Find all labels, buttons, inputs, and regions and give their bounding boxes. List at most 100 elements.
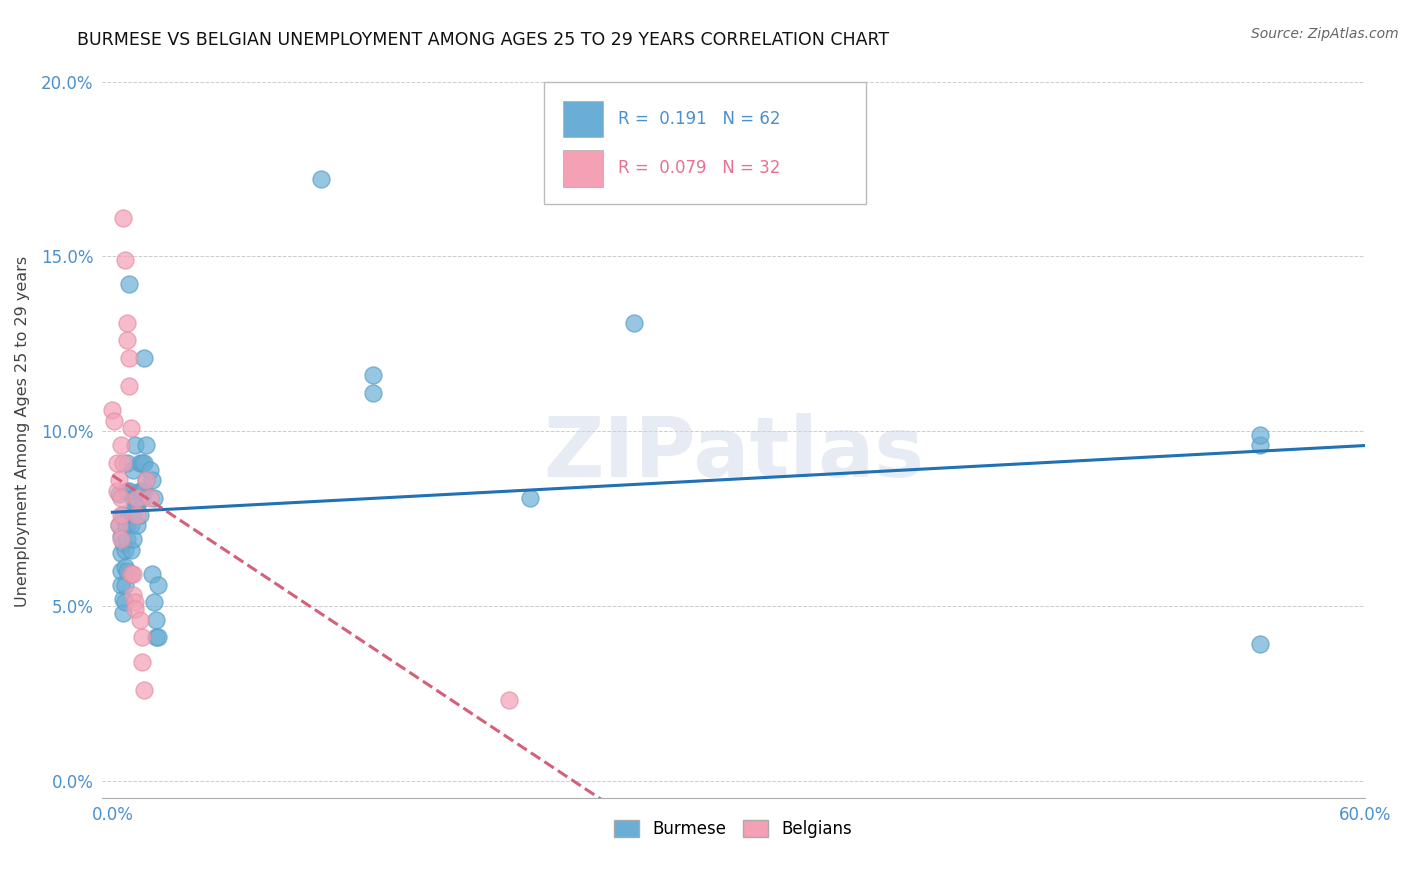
Point <box>114 252 136 267</box>
Point <box>145 631 167 645</box>
Point <box>110 533 132 547</box>
Text: BURMESE VS BELGIAN UNEMPLOYMENT AMONG AGES 25 TO 29 YEARS CORRELATION CHART: BURMESE VS BELGIAN UNEMPLOYMENT AMONG AG… <box>77 31 890 49</box>
Bar <box>562 150 603 186</box>
Point <box>110 546 132 560</box>
Point <box>114 515 136 529</box>
FancyBboxPatch shape <box>544 82 866 203</box>
Point <box>128 508 150 522</box>
Point <box>131 655 153 669</box>
Point <box>110 491 132 505</box>
Point <box>122 491 145 505</box>
Y-axis label: Unemployment Among Ages 25 to 29 years: Unemployment Among Ages 25 to 29 years <box>15 255 30 607</box>
Point <box>111 536 134 550</box>
Point <box>114 543 136 558</box>
Point <box>309 172 332 186</box>
Point <box>115 456 138 470</box>
Point <box>120 518 142 533</box>
Point <box>111 591 134 606</box>
Point <box>131 483 153 498</box>
Point <box>120 420 142 434</box>
Point <box>110 438 132 452</box>
Point <box>143 491 166 505</box>
Point <box>139 462 162 476</box>
Point <box>139 491 162 505</box>
Point <box>115 333 138 347</box>
Point <box>141 567 163 582</box>
Point <box>1249 427 1271 442</box>
Point <box>122 508 145 522</box>
Point <box>141 473 163 487</box>
Point <box>127 508 149 522</box>
Point <box>110 578 132 592</box>
Point <box>114 560 136 574</box>
Point <box>111 211 134 225</box>
Point <box>127 498 149 512</box>
Point <box>143 595 166 609</box>
Point <box>132 682 155 697</box>
Point <box>115 316 138 330</box>
Point <box>1249 637 1271 651</box>
Point <box>115 518 138 533</box>
Point <box>135 473 157 487</box>
Point <box>115 564 138 578</box>
Point <box>148 631 170 645</box>
Point <box>122 462 145 476</box>
Point <box>148 578 170 592</box>
Point <box>110 529 132 543</box>
Point <box>101 403 124 417</box>
Point <box>363 385 385 400</box>
Point <box>132 483 155 498</box>
Point <box>111 508 134 522</box>
Point <box>131 491 153 505</box>
Point <box>519 491 541 505</box>
Point <box>128 456 150 470</box>
Point <box>124 595 146 609</box>
Point <box>132 456 155 470</box>
Point <box>107 473 129 487</box>
Point <box>118 277 141 292</box>
Point <box>120 567 142 582</box>
Point <box>114 595 136 609</box>
Point <box>135 438 157 452</box>
Point <box>118 378 141 392</box>
Point <box>118 351 141 365</box>
Point <box>107 487 129 501</box>
Point <box>107 518 129 533</box>
Point <box>115 483 138 498</box>
Point <box>120 543 142 558</box>
Point <box>498 693 520 707</box>
Point <box>120 567 142 582</box>
Point <box>128 613 150 627</box>
Point <box>124 491 146 505</box>
Point <box>105 456 128 470</box>
Point <box>124 498 146 512</box>
Point <box>122 533 145 547</box>
Point <box>118 483 141 498</box>
Point <box>145 613 167 627</box>
Legend: Burmese, Belgians: Burmese, Belgians <box>607 814 859 845</box>
Point <box>107 518 129 533</box>
Point <box>103 414 125 428</box>
Text: R =  0.079   N = 32: R = 0.079 N = 32 <box>619 160 780 178</box>
Point <box>127 491 149 505</box>
Point <box>114 578 136 592</box>
Text: R =  0.191   N = 62: R = 0.191 N = 62 <box>619 110 780 128</box>
Point <box>623 316 645 330</box>
Point <box>105 483 128 498</box>
Point <box>135 473 157 487</box>
Point <box>127 518 149 533</box>
Point <box>1249 438 1271 452</box>
Point <box>132 351 155 365</box>
Point <box>124 602 146 616</box>
Bar <box>562 101 603 137</box>
Text: Source: ZipAtlas.com: Source: ZipAtlas.com <box>1251 27 1399 41</box>
Point <box>115 533 138 547</box>
Point <box>111 606 134 620</box>
Point <box>122 588 145 602</box>
Point <box>110 564 132 578</box>
Point <box>363 368 385 383</box>
Point <box>111 456 134 470</box>
Point <box>122 567 145 582</box>
Point <box>124 438 146 452</box>
Point <box>131 631 153 645</box>
